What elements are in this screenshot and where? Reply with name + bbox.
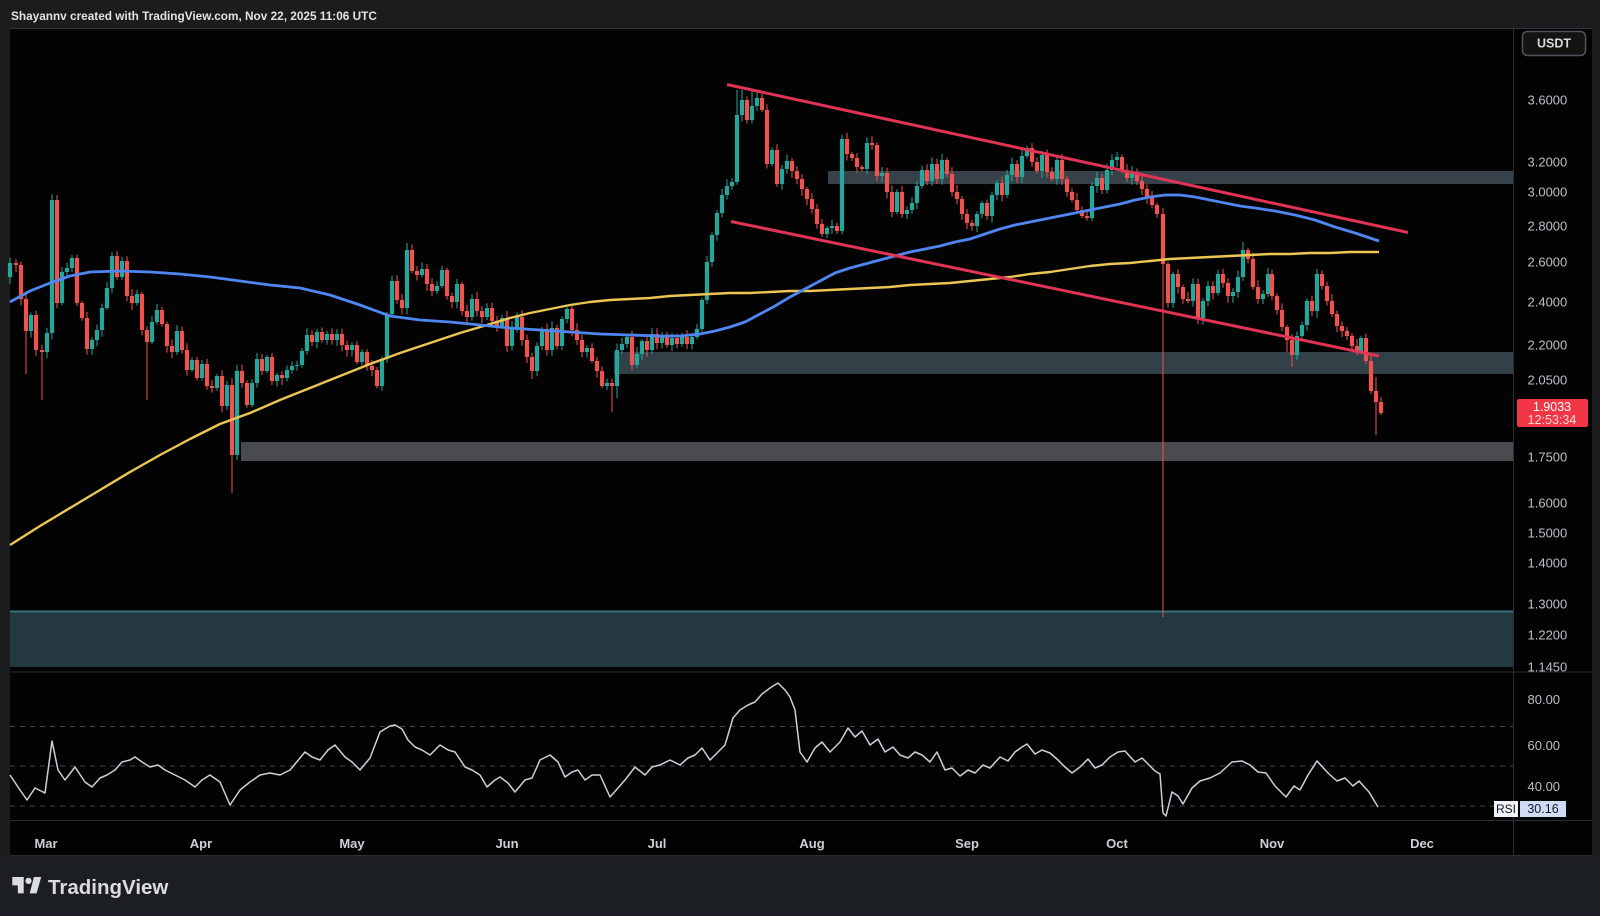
svg-text:60.00: 60.00 bbox=[1528, 738, 1561, 753]
svg-text:Oct: Oct bbox=[1106, 836, 1128, 851]
svg-text:USDT: USDT bbox=[1537, 37, 1571, 51]
svg-text:3.2000: 3.2000 bbox=[1528, 155, 1568, 170]
svg-text:Aug: Aug bbox=[799, 836, 824, 851]
svg-text:TradingView: TradingView bbox=[48, 876, 168, 899]
svg-text:Jun: Jun bbox=[495, 836, 518, 851]
svg-text:1.6000: 1.6000 bbox=[1528, 496, 1568, 511]
svg-text:3.0000: 3.0000 bbox=[1528, 185, 1568, 200]
svg-text:Sep: Sep bbox=[955, 836, 979, 851]
svg-text:2.4000: 2.4000 bbox=[1528, 295, 1568, 310]
svg-text:Shayannv created with TradingV: Shayannv created with TradingView.com, N… bbox=[11, 9, 377, 23]
svg-text:2.0500: 2.0500 bbox=[1528, 373, 1568, 388]
svg-text:2.6000: 2.6000 bbox=[1528, 255, 1568, 270]
svg-text:12:53:34: 12:53:34 bbox=[1528, 413, 1577, 427]
svg-text:30.16: 30.16 bbox=[1527, 802, 1558, 816]
svg-text:Dec: Dec bbox=[1410, 836, 1434, 851]
svg-text:Mar: Mar bbox=[34, 836, 57, 851]
svg-text:1.3000: 1.3000 bbox=[1528, 597, 1568, 612]
svg-text:3.6000: 3.6000 bbox=[1528, 93, 1568, 108]
svg-text:1.9033: 1.9033 bbox=[1533, 400, 1571, 414]
svg-text:May: May bbox=[339, 836, 365, 851]
svg-text:2.2000: 2.2000 bbox=[1528, 338, 1568, 353]
svg-text:Apr: Apr bbox=[190, 836, 212, 851]
svg-text:1.1450: 1.1450 bbox=[1528, 660, 1568, 675]
svg-text:2.8000: 2.8000 bbox=[1528, 219, 1568, 234]
svg-text:40.00: 40.00 bbox=[1528, 779, 1561, 794]
svg-text:Nov: Nov bbox=[1260, 836, 1285, 851]
svg-text:1.5000: 1.5000 bbox=[1528, 526, 1568, 541]
svg-text:RSI: RSI bbox=[1496, 802, 1516, 816]
svg-text:Jul: Jul bbox=[648, 836, 667, 851]
svg-text:1.7500: 1.7500 bbox=[1528, 450, 1568, 465]
svg-text:80.00: 80.00 bbox=[1528, 692, 1561, 707]
svg-text:1.4000: 1.4000 bbox=[1528, 556, 1568, 571]
svg-text:1.2200: 1.2200 bbox=[1528, 628, 1568, 643]
